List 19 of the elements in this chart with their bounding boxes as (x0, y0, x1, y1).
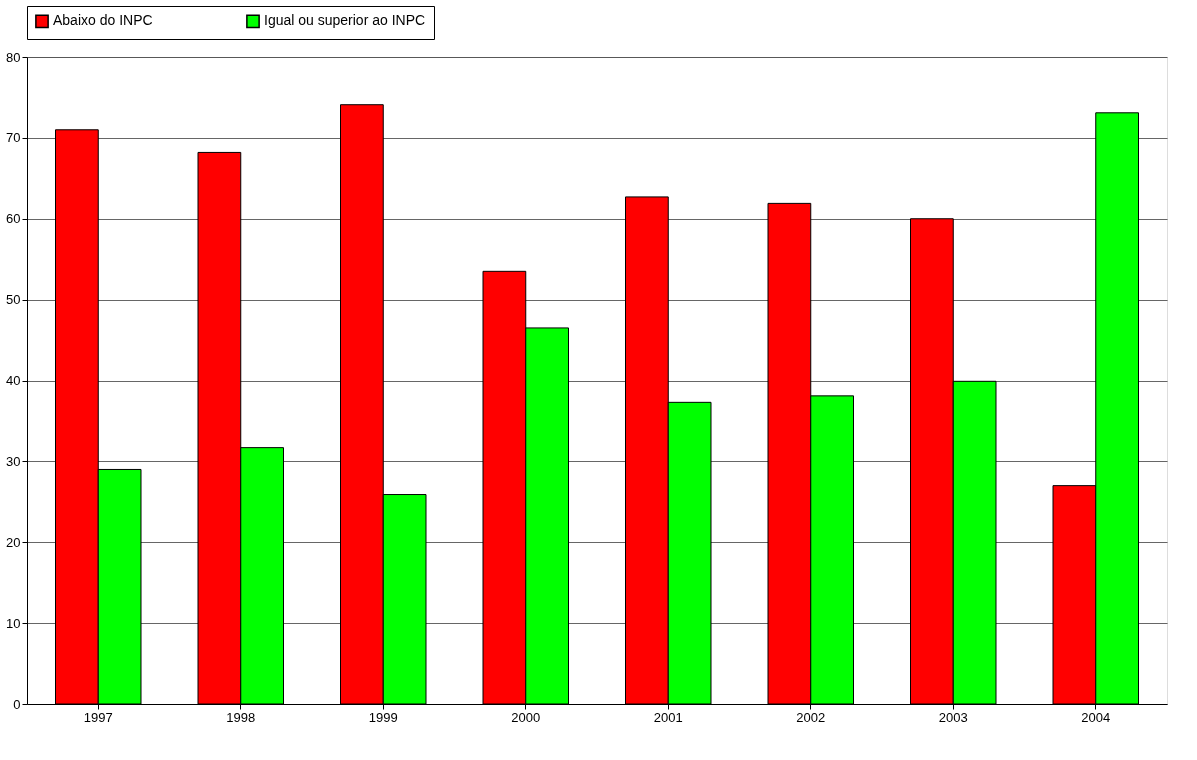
y-tick-label: 0 (13, 696, 21, 712)
x-tick-label: 1999 (368, 709, 398, 725)
x-tick-label: 1998 (226, 709, 256, 725)
legend-label: Abaixo do INPC (53, 12, 153, 29)
y-tick-label: 20 (6, 534, 21, 550)
legend-label: Igual ou superior ao INPC (264, 12, 426, 29)
y-tick-label: 50 (6, 292, 21, 308)
y-tick-label: 30 (6, 453, 21, 469)
y-tick-label: 60 (6, 211, 21, 227)
y-tick-label: 40 (6, 373, 21, 388)
y-tick-label: 80 (6, 49, 21, 65)
x-tick-label: 2004 (1081, 709, 1111, 725)
x-tick-label: 1997 (83, 709, 113, 725)
x-tick-label: 2002 (796, 709, 826, 725)
x-tick-label: 2000 (511, 709, 541, 725)
y-tick-label: 10 (6, 615, 21, 631)
x-tick-label: 2001 (653, 709, 683, 725)
y-tick-label: 70 (6, 130, 21, 146)
x-tick-label: 2003 (938, 709, 968, 725)
